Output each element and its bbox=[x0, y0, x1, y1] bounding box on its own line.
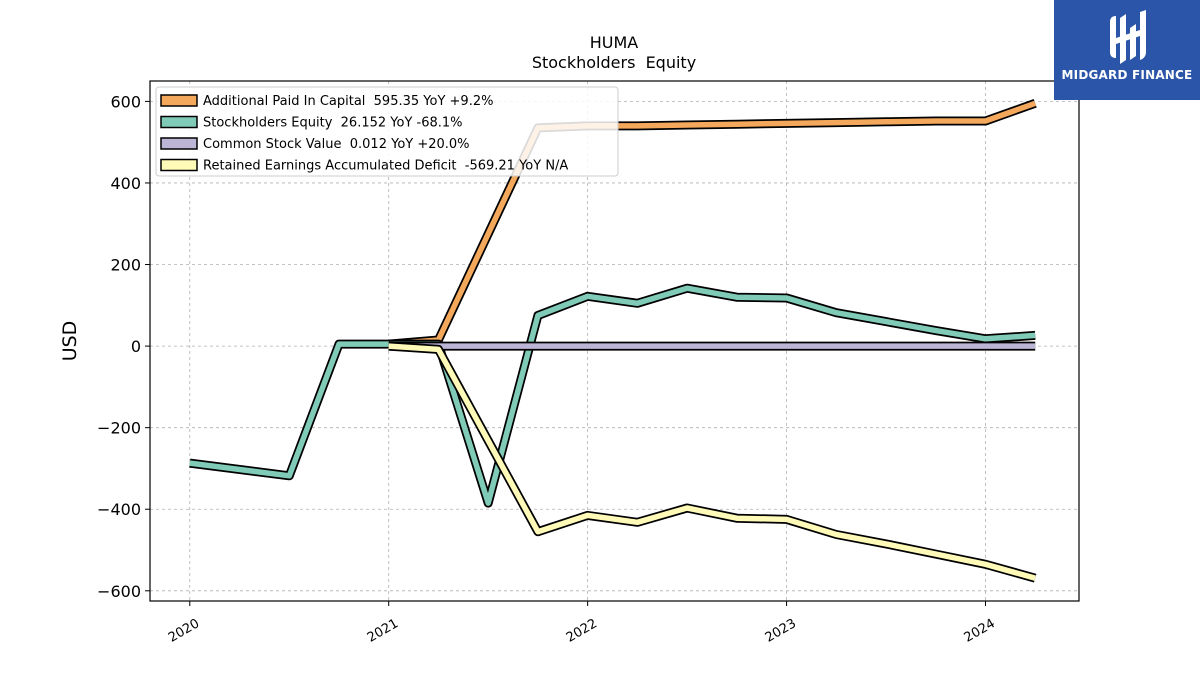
y-tick-label: 0 bbox=[131, 337, 141, 356]
series-line bbox=[189, 285, 1036, 506]
x-tick-label: 2024 bbox=[962, 616, 998, 646]
y-tick-label: 400 bbox=[110, 174, 141, 193]
legend-label: Additional Paid In Capital 595.35 YoY +9… bbox=[203, 94, 493, 109]
y-tick-label: −200 bbox=[97, 419, 141, 438]
legend-swatch bbox=[160, 137, 198, 150]
legend-item: Common Stock Value 0.012 YoY +20.0% bbox=[160, 137, 470, 152]
legend-swatch bbox=[160, 94, 198, 107]
midgard-finance-logo: MIDGARD FINANCE bbox=[1054, 0, 1200, 100]
y-tick-label: −600 bbox=[97, 582, 141, 601]
legend-item: Retained Earnings Accumulated Deficit -5… bbox=[160, 158, 568, 174]
legend-item: Additional Paid In Capital 595.35 YoY +9… bbox=[160, 94, 493, 109]
midgard-logo-icon bbox=[1110, 10, 1146, 64]
legend-item: Stockholders Equity 26.152 YoY -68.1% bbox=[160, 115, 463, 131]
legend-box bbox=[155, 86, 619, 177]
x-tick-label: 2022 bbox=[564, 616, 600, 646]
series-3 bbox=[388, 341, 1037, 583]
legend-swatch bbox=[160, 158, 198, 172]
series-line bbox=[388, 343, 1036, 581]
legend-label: Retained Earnings Accumulated Deficit -5… bbox=[203, 159, 568, 174]
x-tick-label: 2023 bbox=[763, 616, 799, 646]
y-axis-label: USD bbox=[59, 321, 81, 362]
series-1 bbox=[189, 283, 1036, 508]
legend: Additional Paid In Capital 595.35 YoY +9… bbox=[155, 86, 619, 177]
chart-title: HUMA bbox=[590, 33, 639, 52]
chart-subtitle: Stockholders Equity bbox=[532, 53, 696, 72]
series-outline bbox=[388, 341, 1037, 583]
y-tick-label: 200 bbox=[110, 256, 141, 275]
plot-frame bbox=[149, 80, 1080, 602]
y-axis: 600 400 200 0 −200 −400 −600 bbox=[97, 92, 150, 601]
legend-label: Stockholders Equity 26.152 YoY -68.1% bbox=[203, 116, 463, 131]
y-tick-label: 600 bbox=[110, 92, 141, 111]
y-tick-label: −400 bbox=[97, 500, 141, 519]
legend-label: Common Stock Value 0.012 YoY +20.0% bbox=[203, 137, 470, 152]
x-axis: 2020 2021 2022 2023 2024 bbox=[166, 601, 998, 646]
x-tick-label: 2020 bbox=[166, 616, 202, 646]
legend-swatch bbox=[160, 115, 198, 129]
logo-text: MIDGARD FINANCE bbox=[1061, 68, 1193, 82]
x-tick-label: 2021 bbox=[365, 616, 401, 646]
